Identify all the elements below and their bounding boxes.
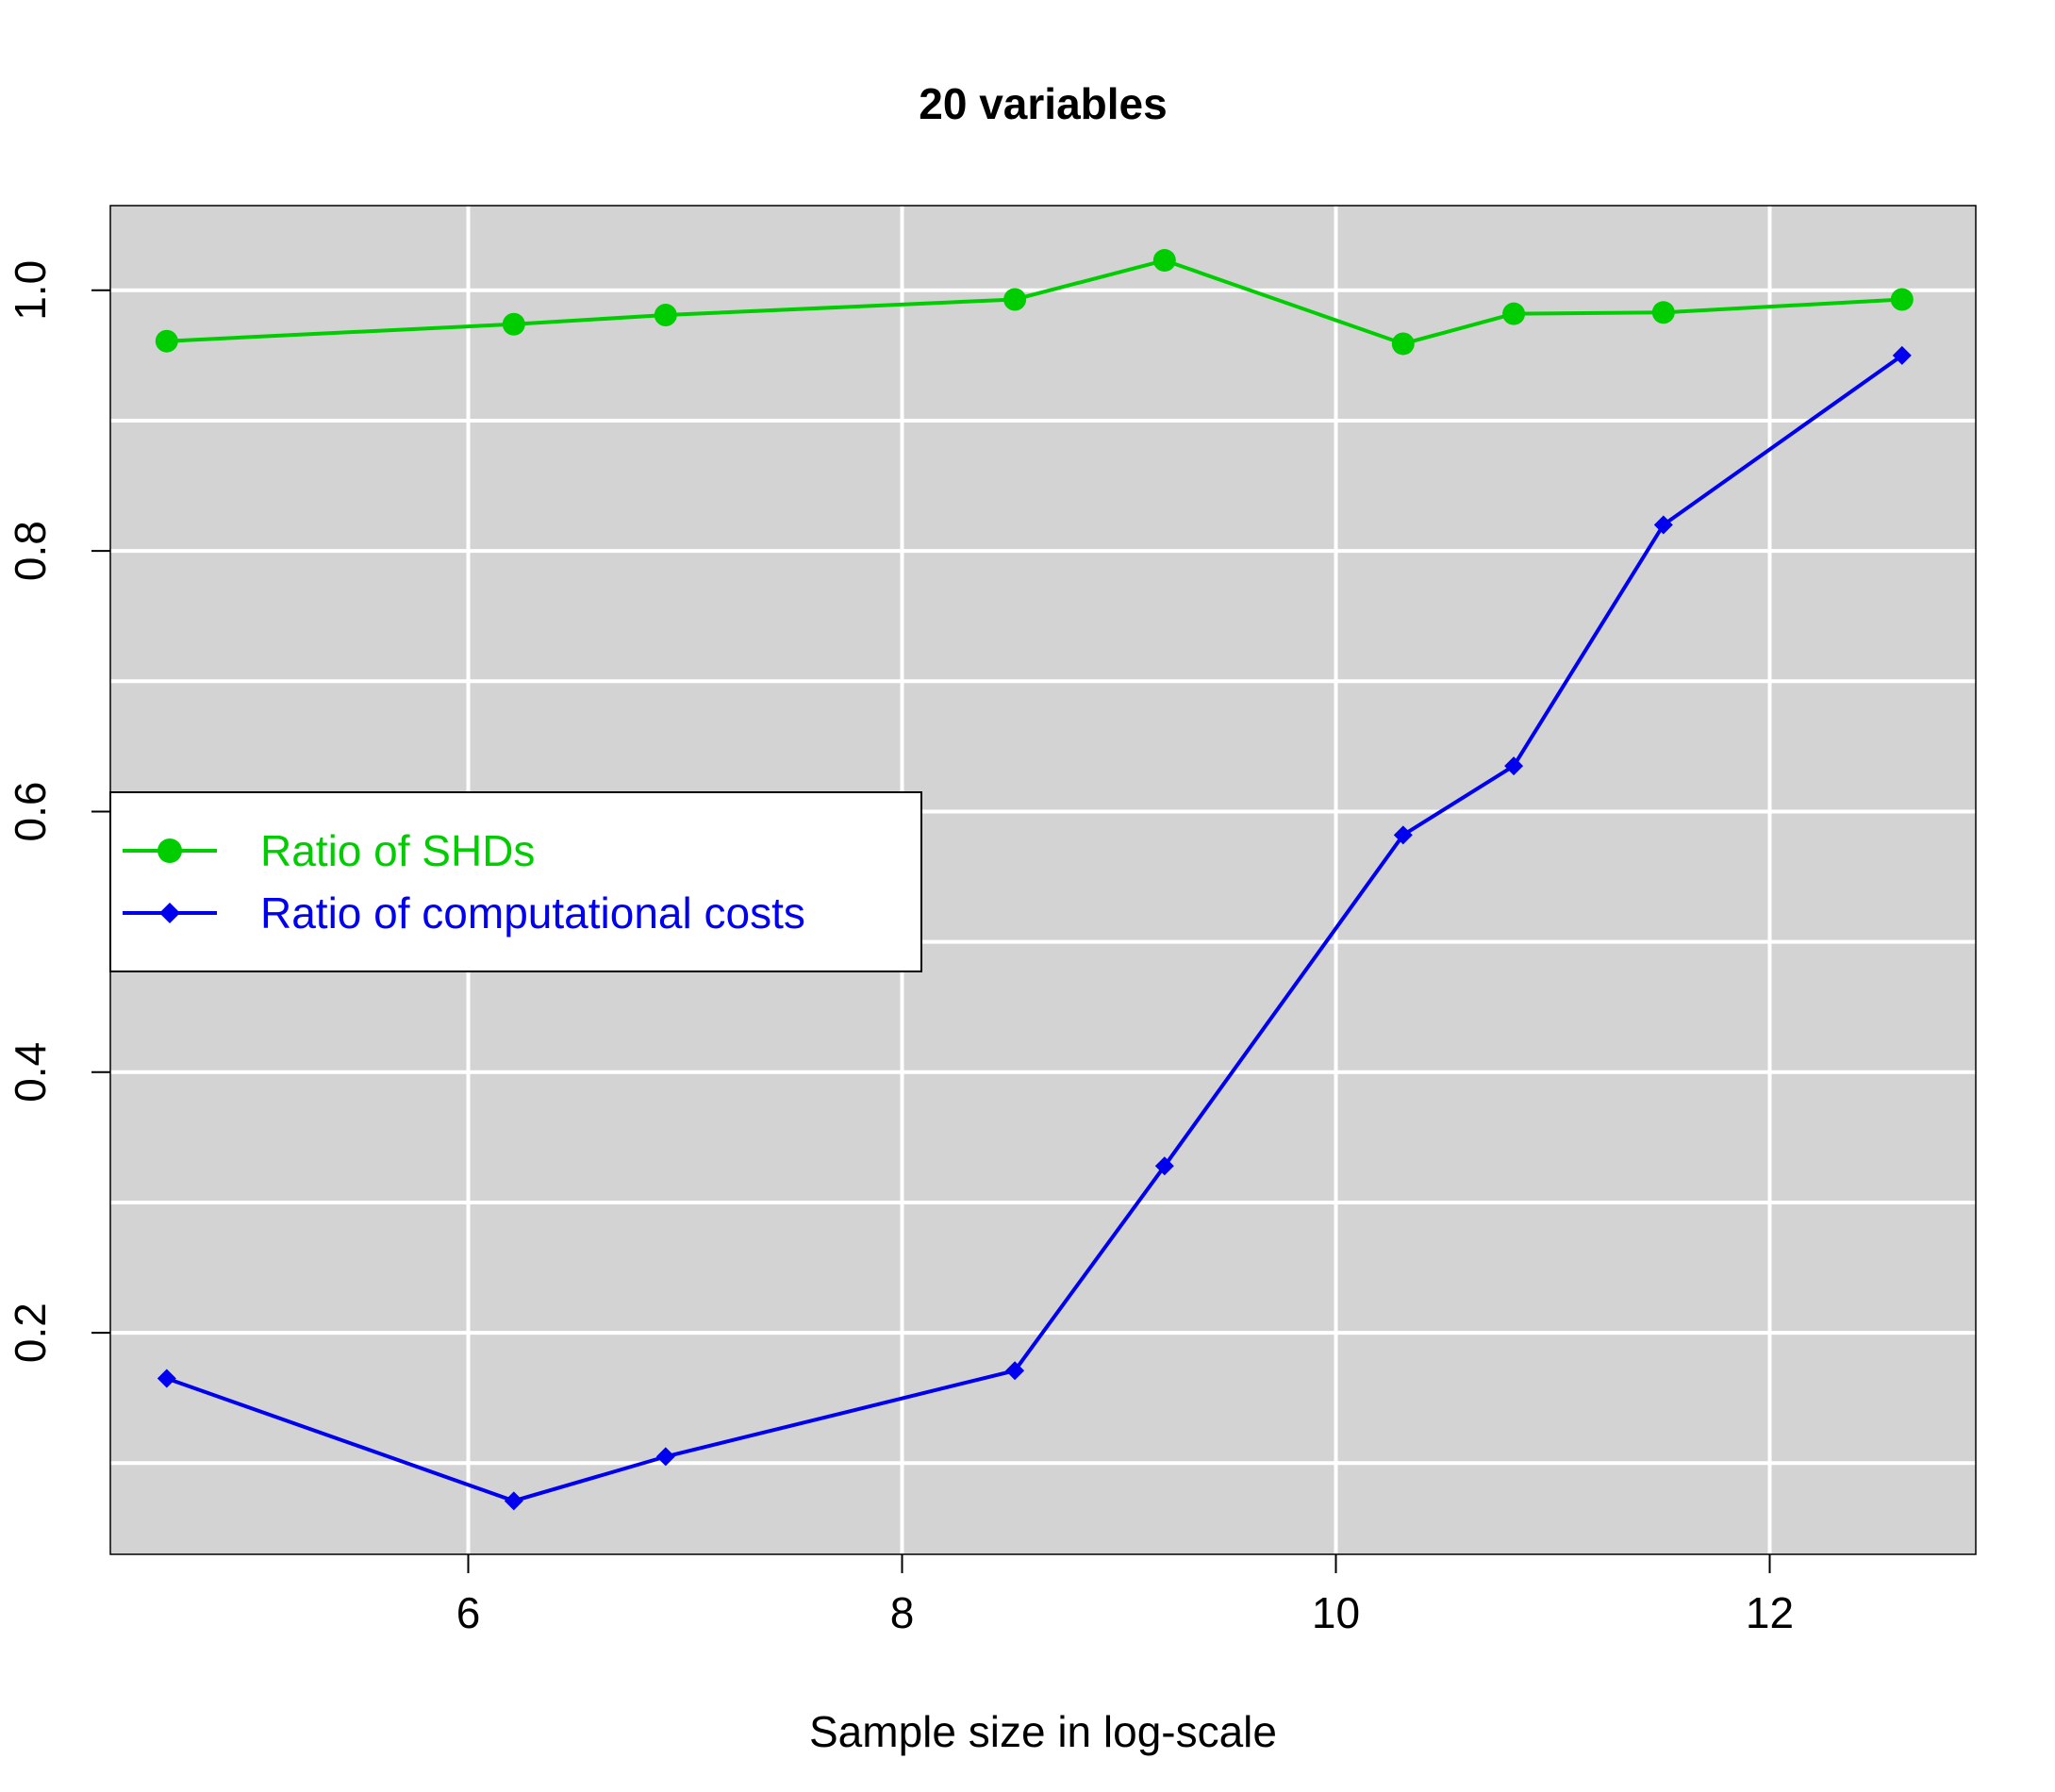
chart-title: 20 variables	[919, 79, 1167, 128]
y-axis: 0.2 0.4 0.6 0.8 1.0	[6, 260, 110, 1363]
data-point	[1890, 288, 1914, 311]
x-tick-label: 8	[890, 1588, 915, 1637]
data-point	[502, 312, 525, 336]
y-tick-label: 0.2	[6, 1303, 55, 1363]
data-point	[504, 1491, 523, 1511]
data-point	[1653, 515, 1673, 535]
legend: Ratio of SHDs Ratio of computational cos…	[109, 791, 922, 972]
data-point	[1152, 249, 1176, 273]
x-tick-label: 10	[1312, 1588, 1360, 1637]
data-point	[155, 329, 178, 353]
data-point	[1892, 345, 1912, 365]
data-point	[655, 1447, 675, 1467]
data-point	[654, 304, 677, 327]
legend-box	[109, 791, 922, 972]
data-point	[1003, 288, 1027, 311]
legend-marker-cost	[159, 903, 180, 923]
x-axis-label: Sample size in log-scale	[809, 1707, 1277, 1756]
y-tick-label: 0.6	[6, 781, 55, 841]
x-tick-label: 6	[456, 1588, 481, 1637]
data-point	[1504, 756, 1524, 776]
legend-marker-shd	[157, 838, 182, 863]
series-layer	[155, 249, 1914, 1511]
data-point	[1393, 825, 1413, 845]
x-axis: 6 8 10 12	[456, 1554, 1794, 1637]
data-point	[1651, 301, 1675, 324]
data-point	[157, 1369, 176, 1388]
data-point	[1391, 332, 1415, 356]
y-tick-label: 1.0	[6, 260, 55, 321]
data-point	[1154, 1156, 1174, 1176]
legend-label-shd: Ratio of SHDs	[260, 826, 535, 875]
y-tick-label: 0.4	[6, 1042, 55, 1103]
data-point	[1502, 302, 1526, 325]
data-point	[1005, 1361, 1025, 1381]
y-tick-label: 0.8	[6, 521, 55, 581]
x-tick-label: 12	[1746, 1588, 1794, 1637]
legend-label-cost: Ratio of computational costs	[260, 888, 805, 937]
